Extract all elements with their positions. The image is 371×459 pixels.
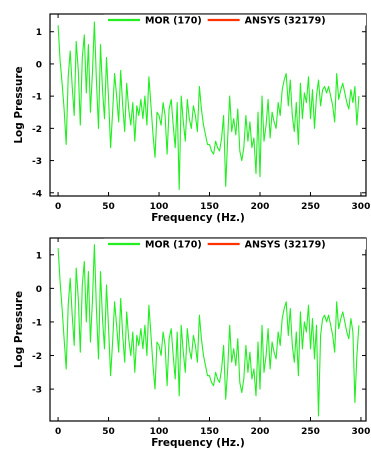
legend: MOR (170) ANSYS (32179) [104, 238, 366, 251]
x-tick-label: 50 [102, 202, 115, 212]
x-tick-label: 0 [55, 202, 61, 212]
y-tick-label: 1 [36, 28, 42, 38]
plot-area [57, 21, 360, 191]
legend: MOR (170) ANSYS (32179) [104, 14, 366, 27]
plot-area [57, 244, 360, 417]
x-tick-label: 100 [150, 427, 169, 437]
y-tick-label: 0 [36, 285, 42, 295]
y-tick-label: 1 [36, 251, 42, 261]
x-tick-label: 200 [251, 202, 270, 212]
x-tick-label: 150 [200, 202, 219, 212]
y-tick-label: -3 [32, 386, 42, 396]
x-tick-label: 250 [301, 202, 320, 212]
y-axis-label: Log Pressure [13, 66, 25, 143]
y-tick-label: -3 [32, 157, 42, 167]
x-tick-label: 50 [102, 427, 115, 437]
y-tick-label: -4 [32, 189, 42, 199]
legend-label: MOR (170) [145, 240, 202, 251]
x-tick-label: 300 [352, 427, 371, 437]
series-line-mor [57, 21, 360, 191]
x-tick-label: 100 [150, 202, 169, 212]
legend-label: ANSYS (32179) [245, 16, 326, 27]
y-tick-label: -1 [32, 93, 42, 103]
y-tick-label: -1 [32, 318, 42, 328]
x-axis-label: Frequency (Hz.) [151, 212, 245, 224]
y-tick-label: 0 [36, 60, 42, 70]
y-axis-label: Log Pressure [13, 291, 25, 368]
x-axis-label: Frequency (Hz.) [151, 437, 245, 449]
x-tick-label: 250 [301, 427, 320, 437]
y-tick-label: -2 [32, 352, 42, 362]
series-line-mor [57, 244, 360, 417]
x-tick-label: 0 [55, 427, 61, 437]
y-tick-label: -2 [32, 125, 42, 135]
x-tick-label: 150 [200, 427, 219, 437]
legend-label: MOR (170) [145, 16, 202, 27]
x-tick-label: 300 [352, 202, 371, 212]
x-tick-label: 200 [251, 427, 270, 437]
legend-label: ANSYS (32179) [245, 240, 326, 251]
chart-1: 1 0 -1 -2 -3 -4 0 50 100 150 200 250 300 MOR (170) ANS… [13, 13, 371, 224]
chart-2: 1 0 -1 -2 -3 0 50 100 150 200 250 300 MOR (170) ANSYS… [13, 237, 371, 449]
